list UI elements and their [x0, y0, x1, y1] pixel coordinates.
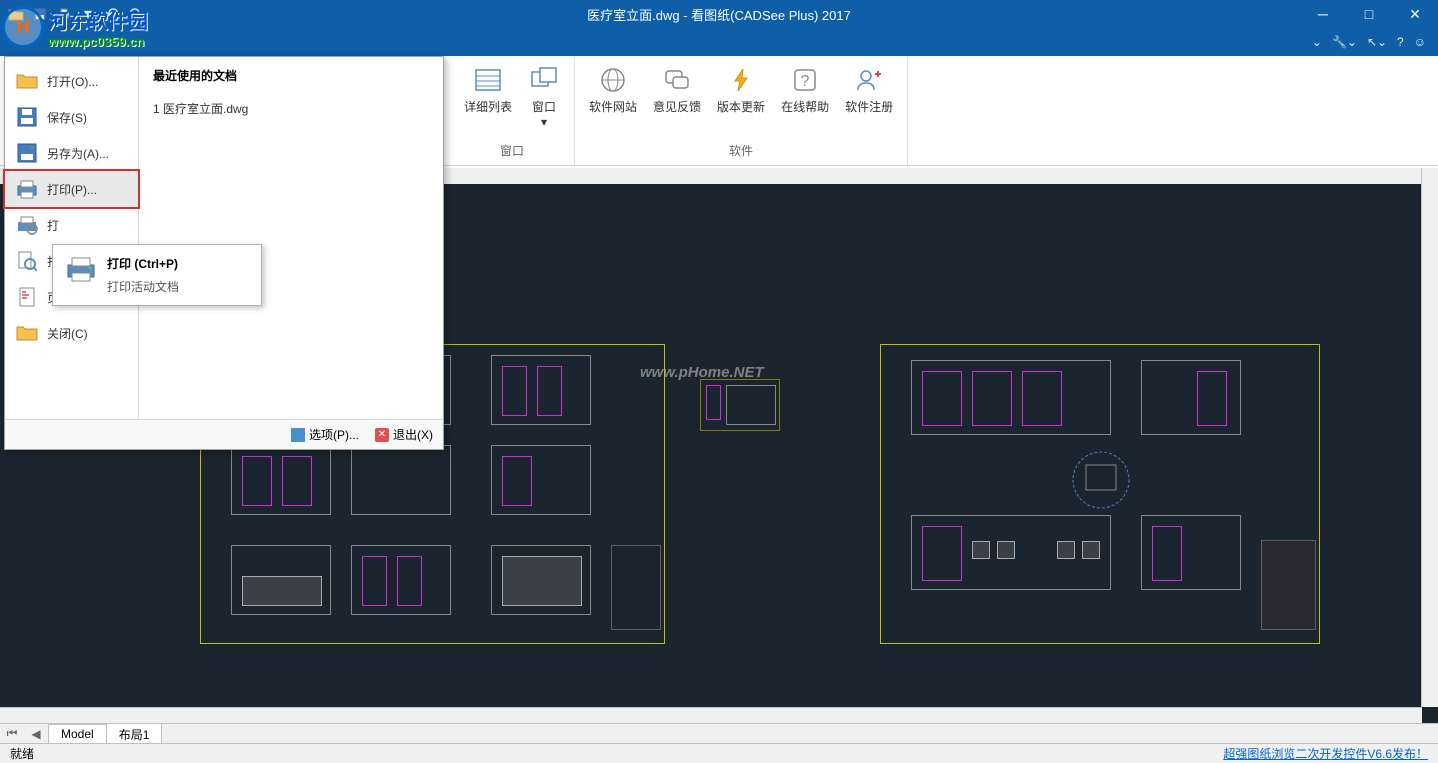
wrench-icon[interactable]: 🔧⌄ [1332, 35, 1357, 49]
save-icon [15, 107, 39, 127]
list-icon [472, 64, 504, 96]
globe-icon [597, 64, 629, 96]
logo-icon: H [2, 6, 44, 48]
group-label-software: 软件 [583, 140, 899, 161]
minimize-button[interactable]: ─ [1300, 0, 1346, 28]
print-preview-icon [15, 215, 39, 235]
watermark-logo: H 河东软件园 www.pc0359.cn [2, 2, 182, 52]
tooltip-desc: 打印活动文档 [107, 278, 179, 295]
user-plus-icon [853, 64, 885, 96]
tab-nav-prev[interactable]: ◀ [24, 727, 48, 741]
print-tooltip: 打印 (Ctrl+P) 打印活动文档 [52, 244, 262, 306]
menu-print-preview[interactable]: 打 [5, 207, 138, 243]
tab-layout1[interactable]: 布局1 [106, 723, 163, 745]
printer-icon [65, 255, 97, 283]
status-link[interactable]: 超强图纸浏览二次开发控件V6.6发布！ [1223, 745, 1428, 762]
horizontal-scrollbar[interactable] [0, 707, 1422, 723]
title-bar: ▾ ↶ ↷ 医疗室立面.dwg - 看图纸(CADSee Plus) 2017 … [0, 0, 1438, 28]
recent-file-item[interactable]: 1 医疗室立面.dwg [153, 96, 429, 121]
page-setup-icon [15, 287, 39, 307]
windows-icon [528, 64, 560, 96]
help-icon[interactable]: ? [1397, 35, 1404, 49]
detail-list-button[interactable]: 详细列表 [458, 60, 518, 119]
recent-files-panel: 最近使用的文档 1 医疗室立面.dwg [139, 57, 443, 419]
exit-icon: ✕ [375, 428, 389, 442]
drawing-sheet-3 [880, 344, 1320, 644]
tab-model[interactable]: Model [48, 724, 107, 743]
save-as-icon [15, 143, 39, 163]
cursor-icon[interactable]: ↖⌄ [1367, 35, 1387, 49]
recent-title: 最近使用的文档 [153, 67, 429, 84]
question-icon: ? [789, 64, 821, 96]
maximize-button[interactable]: □ [1346, 0, 1392, 28]
folder-open-icon [15, 71, 39, 91]
menu-close[interactable]: 关闭(C) [5, 315, 138, 351]
drawing-sheet-2 [700, 379, 780, 431]
user-icon[interactable]: ☺ [1414, 35, 1426, 49]
lightning-icon [725, 64, 757, 96]
window-button[interactable]: 窗口▾ [522, 60, 566, 133]
logo-text-url: www.pc0359.cn [48, 34, 148, 49]
status-text: 就绪 [10, 745, 34, 762]
style-dropdown-icon[interactable]: ⌄ [1312, 35, 1322, 49]
tooltip-title: 打印 (Ctrl+P) [107, 255, 179, 272]
extra-toolbar: ⌄ 🔧⌄ ↖⌄ ? ☺ [0, 28, 1438, 56]
close-button[interactable]: ✕ [1392, 0, 1438, 28]
menu-save[interactable]: 保存(S) [5, 99, 138, 135]
file-menu-footer: 选项(P)... ✕退出(X) [5, 419, 443, 449]
menu-print[interactable]: 打印(P)... [3, 169, 140, 209]
menu-open[interactable]: 打开(O)... [5, 63, 138, 99]
ribbon-group-software: 软件网站 意见反馈 版本更新 ? 在线帮助 软件注册 软件 [575, 56, 908, 165]
folder-icon [15, 323, 39, 343]
chat-icon [661, 64, 693, 96]
group-label-window: 窗口 [458, 140, 566, 161]
window-title: 医疗室立面.dwg - 看图纸(CADSee Plus) 2017 [587, 5, 851, 24]
update-button[interactable]: 版本更新 [711, 60, 771, 119]
tab-nav-first[interactable]: ⏮ [0, 726, 24, 741]
window-controls: ─ □ ✕ [1300, 0, 1438, 28]
feedback-button[interactable]: 意见反馈 [647, 60, 707, 119]
print-icon [15, 179, 39, 199]
options-button[interactable]: 选项(P)... [291, 426, 359, 443]
file-menu-list: 打开(O)... 保存(S) 另存为(A)... 打印(P)... 打 打 页面… [5, 57, 139, 419]
search-icon [15, 251, 39, 271]
layout-tabs: ⏮ ◀ Model 布局1 [0, 723, 1438, 743]
ribbon-group-window: 详细列表 窗口▾ 窗口 [450, 56, 575, 165]
svg-text:?: ? [801, 73, 810, 90]
menu-save-as[interactable]: 另存为(A)... [5, 135, 138, 171]
help-button[interactable]: ? 在线帮助 [775, 60, 835, 119]
website-button[interactable]: 软件网站 [583, 60, 643, 119]
options-icon [291, 428, 305, 442]
exit-button[interactable]: ✕退出(X) [375, 426, 433, 443]
logo-text-cn: 河东软件园 [48, 5, 148, 34]
register-button[interactable]: 软件注册 [839, 60, 899, 119]
status-bar: 就绪 超强图纸浏览二次开发控件V6.6发布！ [0, 743, 1438, 763]
